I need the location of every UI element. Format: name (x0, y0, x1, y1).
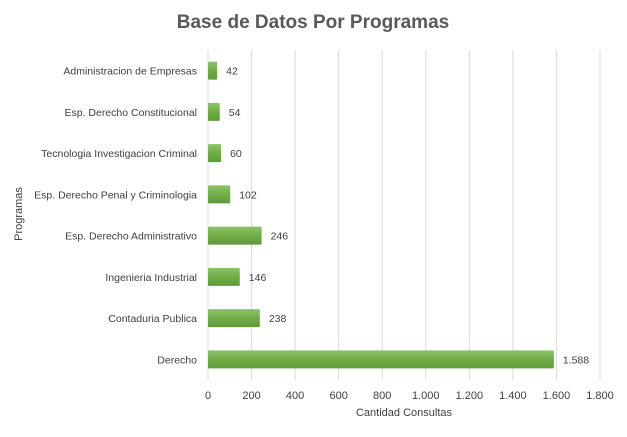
y-tick-label: Derecho (157, 354, 197, 366)
data-label: 246 (271, 231, 289, 243)
y-tick-label: Contaduria Publica (108, 313, 197, 325)
bar (208, 185, 231, 204)
x-tick-label: 200 (242, 390, 260, 402)
data-label: 238 (269, 313, 287, 325)
data-label: 42 (226, 66, 238, 78)
y-tick-label: Esp. Derecho Constitucional (65, 107, 198, 119)
data-label: 102 (239, 189, 257, 201)
bar (208, 61, 218, 80)
y-tick-label: Esp. Derecho Administrativo (65, 231, 197, 243)
x-tick-label: 0 (205, 390, 211, 402)
data-label: 1.588 (563, 354, 589, 366)
y-tick-label: Tecnologia Investigacion Criminal (41, 148, 197, 160)
y-tick-label: Esp. Derecho Penal y Criminologia (34, 189, 197, 201)
bar (208, 267, 240, 286)
x-tick-label: 800 (373, 390, 391, 402)
x-tick-label: 1.000 (412, 390, 440, 402)
bar (208, 226, 262, 245)
chart-title: Base de Datos Por Programas (177, 12, 449, 33)
bar (208, 309, 260, 328)
bar (208, 144, 222, 163)
x-tick-label: 1.800 (586, 390, 614, 402)
x-tick-label: 400 (286, 390, 304, 402)
bar (208, 102, 220, 121)
x-tick-label: 1.400 (499, 390, 527, 402)
y-tick-label: Administracion de Empresas (63, 66, 197, 78)
x-tick-label: 600 (329, 390, 347, 402)
x-tick-label: 1.600 (543, 390, 571, 402)
y-axis-label: Programas (13, 187, 25, 241)
x-tick-label: 1.200 (456, 390, 484, 402)
y-tick-label: Ingenieria Industrial (105, 272, 197, 284)
data-label: 60 (230, 148, 242, 160)
data-label: 54 (229, 107, 241, 119)
data-label: 146 (249, 272, 267, 284)
bar (208, 350, 554, 369)
x-axis-label: Cantidad Consultas (356, 407, 453, 419)
